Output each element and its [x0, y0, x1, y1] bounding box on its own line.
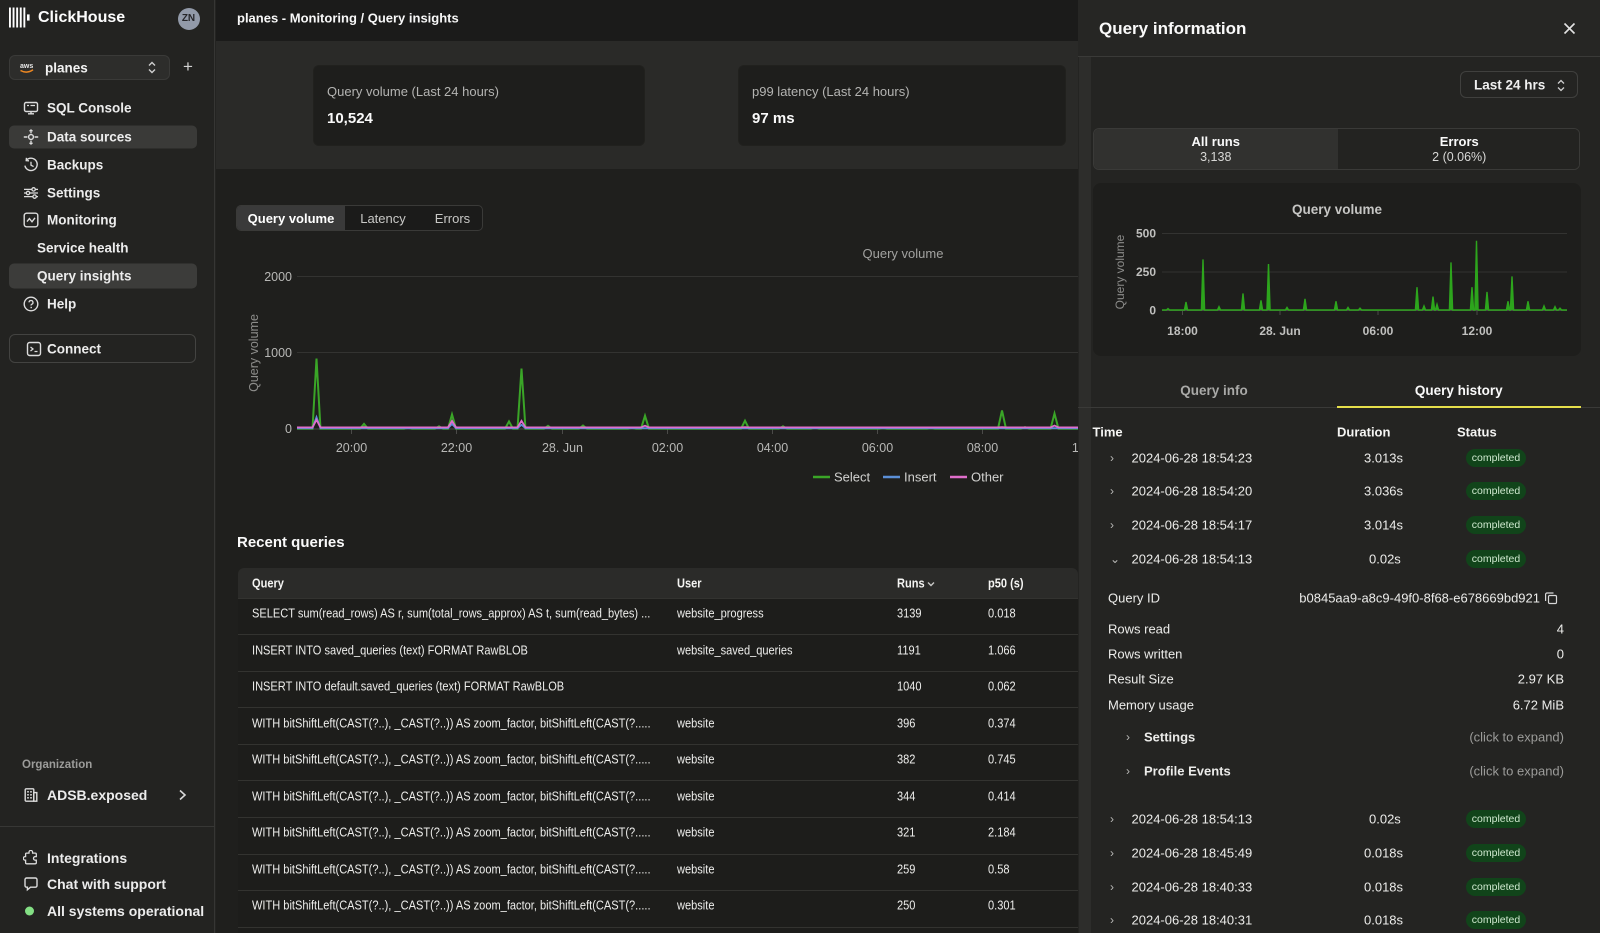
svg-text:04:00: 04:00: [757, 441, 788, 455]
svg-text:Select: Select: [834, 470, 871, 485]
svg-text:aws: aws: [20, 63, 33, 70]
svg-text:Query volume: Query volume: [1292, 202, 1383, 217]
svg-text:08:00: 08:00: [967, 441, 998, 455]
svg-text:22:00: 22:00: [441, 441, 472, 455]
svg-text:1000: 1000: [264, 346, 292, 360]
svg-text:20:00: 20:00: [336, 441, 367, 455]
svg-text:Query volume: Query volume: [863, 246, 944, 261]
svg-text:28. Jun: 28. Jun: [1259, 324, 1300, 338]
svg-text:2000: 2000: [264, 270, 292, 284]
svg-text:0: 0: [285, 422, 292, 436]
svg-text:Insert: Insert: [904, 470, 937, 485]
svg-text:500: 500: [1136, 227, 1156, 241]
svg-text:06:00: 06:00: [1363, 324, 1394, 338]
svg-text:0: 0: [1149, 304, 1156, 318]
svg-text:28. Jun: 28. Jun: [542, 441, 583, 455]
svg-text:Other: Other: [971, 470, 1004, 485]
svg-text:Query volume: Query volume: [1113, 234, 1127, 309]
svg-text:250: 250: [1136, 265, 1156, 279]
svg-text:12:00: 12:00: [1462, 324, 1493, 338]
svg-text:10:00: 10:00: [1072, 441, 1078, 455]
svg-text:06:00: 06:00: [862, 441, 893, 455]
svg-text:02:00: 02:00: [652, 441, 683, 455]
svg-text:18:00: 18:00: [1167, 324, 1198, 338]
svg-text:Query volume: Query volume: [247, 314, 261, 392]
